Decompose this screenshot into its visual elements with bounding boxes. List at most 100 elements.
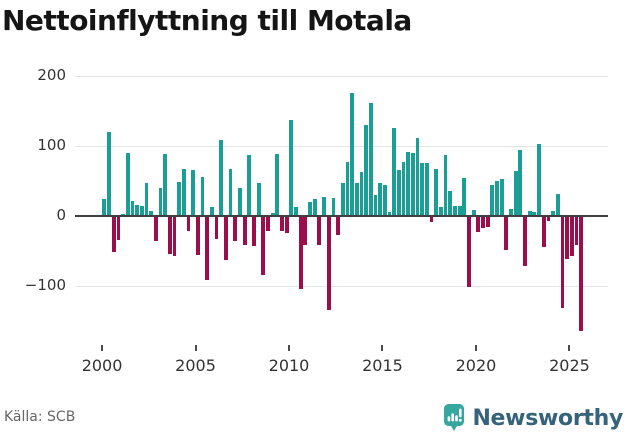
bar-chart-exclamation-icon	[444, 403, 465, 433]
quarter-bar	[532, 212, 537, 216]
x-axis-label: 2010	[268, 356, 310, 375]
quarter-bar	[298, 216, 303, 289]
quarter-bar	[406, 151, 411, 216]
quarter-bar	[518, 150, 523, 216]
quarter-bar	[135, 205, 139, 216]
quarter-bar	[270, 212, 275, 216]
y-gridline	[75, 75, 608, 77]
quarter-bar	[177, 181, 182, 216]
quarter-bar	[280, 216, 284, 232]
quarter-bar	[317, 216, 322, 246]
quarter-bar	[350, 93, 354, 216]
y-axis-label: −100	[24, 275, 66, 294]
quarter-bar	[167, 216, 172, 255]
x-axis-label: 2025	[549, 356, 590, 375]
quarter-bar	[509, 209, 513, 216]
quarter-bar	[228, 168, 233, 216]
source-credit: Källa: SCB	[4, 409, 76, 425]
quarter-bar	[476, 216, 481, 232]
quarter-bar	[331, 198, 336, 216]
x-axis-label: 2000	[81, 356, 123, 375]
quarter-bar	[219, 139, 224, 216]
quarter-bar	[340, 183, 345, 216]
quarter-bar	[410, 153, 415, 216]
y-axis-label: 0	[56, 205, 66, 224]
quarter-bar	[205, 216, 210, 281]
x-axis-tick	[381, 345, 384, 351]
quarter-bar	[256, 182, 261, 216]
quarter-bar	[527, 210, 532, 216]
quarter-bar	[149, 210, 154, 216]
quarter-bar	[378, 183, 383, 216]
quarter-bar	[392, 128, 397, 216]
quarter-bar	[490, 184, 495, 216]
quarter-bar	[252, 216, 256, 246]
chart-title: Nettoinflyttning till Motala	[2, 4, 412, 37]
quarter-bar	[233, 216, 238, 241]
quarter-bar	[195, 216, 200, 255]
quarter-bar	[481, 216, 485, 229]
x-axis-label: 2015	[362, 356, 403, 375]
quarter-bar	[396, 170, 401, 216]
quarter-bar	[191, 170, 196, 216]
quarter-bar	[308, 201, 312, 216]
quarter-bar	[560, 216, 565, 308]
quarter-bar	[336, 216, 340, 236]
quarter-bar	[107, 132, 111, 216]
x-axis-tick	[568, 345, 571, 351]
quarter-bar	[326, 216, 331, 311]
quarter-bar	[266, 216, 270, 231]
quarter-bar	[116, 216, 121, 241]
y-gridline	[75, 145, 608, 147]
quarter-bar	[373, 195, 378, 216]
quarter-bar	[443, 154, 448, 216]
quarter-bar	[457, 205, 462, 216]
quarter-bar	[424, 163, 429, 216]
quarter-bar	[420, 163, 425, 216]
x-axis-tick	[194, 345, 197, 351]
quarter-bar	[467, 216, 471, 287]
quarter-bar	[387, 212, 392, 216]
quarter-bar	[242, 216, 247, 245]
quarter-bar	[382, 185, 387, 216]
quarter-bar	[439, 207, 443, 216]
quarter-bar	[111, 216, 116, 252]
quarter-bar	[186, 216, 191, 232]
quarter-bar	[513, 170, 518, 216]
quarter-bar	[209, 207, 214, 216]
quarter-bar	[153, 216, 158, 241]
quarter-bar	[163, 153, 168, 216]
quarter-bar	[284, 216, 289, 234]
quarter-bar	[499, 179, 504, 216]
x-axis-label: 2005	[175, 356, 216, 375]
quarter-bar	[144, 182, 149, 216]
quarter-bar	[354, 183, 359, 216]
newsworthy-wordmark: Newsworthy	[472, 405, 623, 431]
quarter-bar	[523, 216, 527, 266]
quarter-bar	[172, 216, 177, 256]
x-axis-tick	[474, 345, 477, 351]
quarter-bar	[462, 177, 467, 216]
quarter-bar	[275, 153, 280, 216]
quarter-bar	[364, 124, 369, 216]
newsworthy-logo: Newsworthy	[444, 401, 623, 435]
quarter-bar	[565, 216, 569, 259]
quarter-bar	[579, 216, 584, 332]
quarter-bar	[434, 168, 439, 216]
quarter-bar	[574, 216, 579, 245]
quarter-bar	[448, 191, 453, 216]
quarter-bar	[125, 152, 130, 216]
quarter-bar	[546, 216, 551, 222]
quarter-bar	[261, 216, 266, 275]
y-axis-label: 200	[37, 65, 66, 84]
zero-baseline	[75, 214, 608, 217]
quarter-bar	[429, 216, 434, 223]
quarter-bar	[368, 102, 373, 216]
quarter-bar	[224, 216, 228, 260]
quarter-bar	[495, 181, 499, 216]
quarter-bar	[214, 216, 219, 239]
quarter-bar	[200, 177, 205, 216]
quarter-bar	[555, 193, 560, 216]
quarter-bar	[289, 120, 294, 216]
